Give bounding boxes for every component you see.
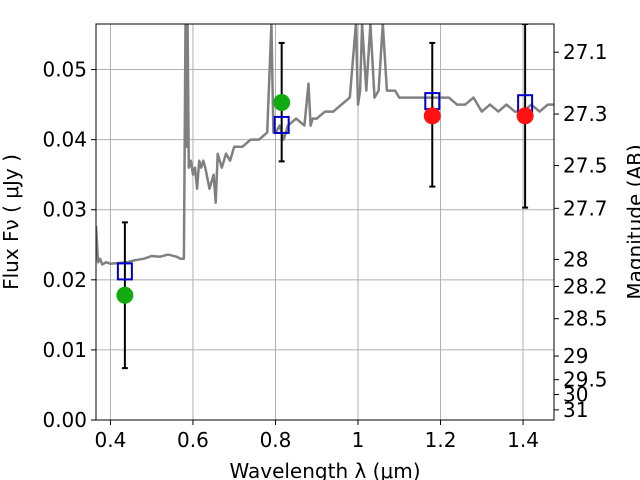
model-band-square — [116, 262, 133, 281]
y2-tick-label: 27.7 — [563, 196, 608, 220]
x-tick-label: 0.6 — [177, 428, 209, 452]
y-tick-label: 0.04 — [42, 128, 87, 152]
x-tick-label: 1.4 — [507, 428, 539, 452]
plot-data — [96, 24, 554, 370]
x-tick-label: 0.8 — [260, 428, 292, 452]
y2-tick-label: 28.5 — [563, 307, 608, 331]
x-tick-label: 1 — [352, 428, 365, 452]
y2-axis-label: Magnitude (AB) — [623, 144, 640, 299]
y2-tick-label: 30 — [563, 383, 588, 407]
plot-frame — [95, 23, 555, 421]
y-tick-label: 0.03 — [42, 198, 87, 222]
y-tick-label: 0.01 — [42, 338, 87, 362]
y2-tick-label: 27.1 — [563, 40, 608, 64]
x-tick-label: 1.2 — [425, 428, 457, 452]
observed-flux-point — [423, 107, 441, 125]
spectrum-line — [96, 24, 554, 266]
y2-tick-label: 29 — [563, 344, 588, 368]
y2-tick-label: 27.5 — [563, 154, 608, 178]
y-tick-label: 0.00 — [42, 408, 87, 432]
y2-tick-label: 29.5 — [563, 368, 608, 392]
y-tick-label: 0.02 — [42, 268, 87, 292]
y2-tick-label: 27.3 — [563, 102, 608, 126]
y2-tick-label: 28 — [563, 247, 588, 271]
x-axis: 0.4 0.6 0.8 1 1.2 1.4 — [95, 420, 539, 452]
x-tick-label: 0.4 — [95, 428, 127, 452]
model-band-square — [273, 115, 290, 134]
observed-flux-point — [516, 107, 534, 125]
y-axis: 0.00 0.01 0.02 0.03 0.04 0.05 — [42, 58, 96, 432]
y2-tick-label: 28.2 — [563, 274, 608, 298]
grid — [96, 24, 554, 421]
x-axis-label: Wavelength λ (μm) — [229, 459, 420, 480]
y2-tick-label: 31 — [563, 398, 588, 422]
y-axis-label: Flux Fν ( μJy ) — [0, 154, 23, 290]
observed-flux-point — [116, 286, 134, 304]
observed-flux-point — [273, 93, 291, 111]
y-tick-label: 0.05 — [42, 58, 87, 82]
